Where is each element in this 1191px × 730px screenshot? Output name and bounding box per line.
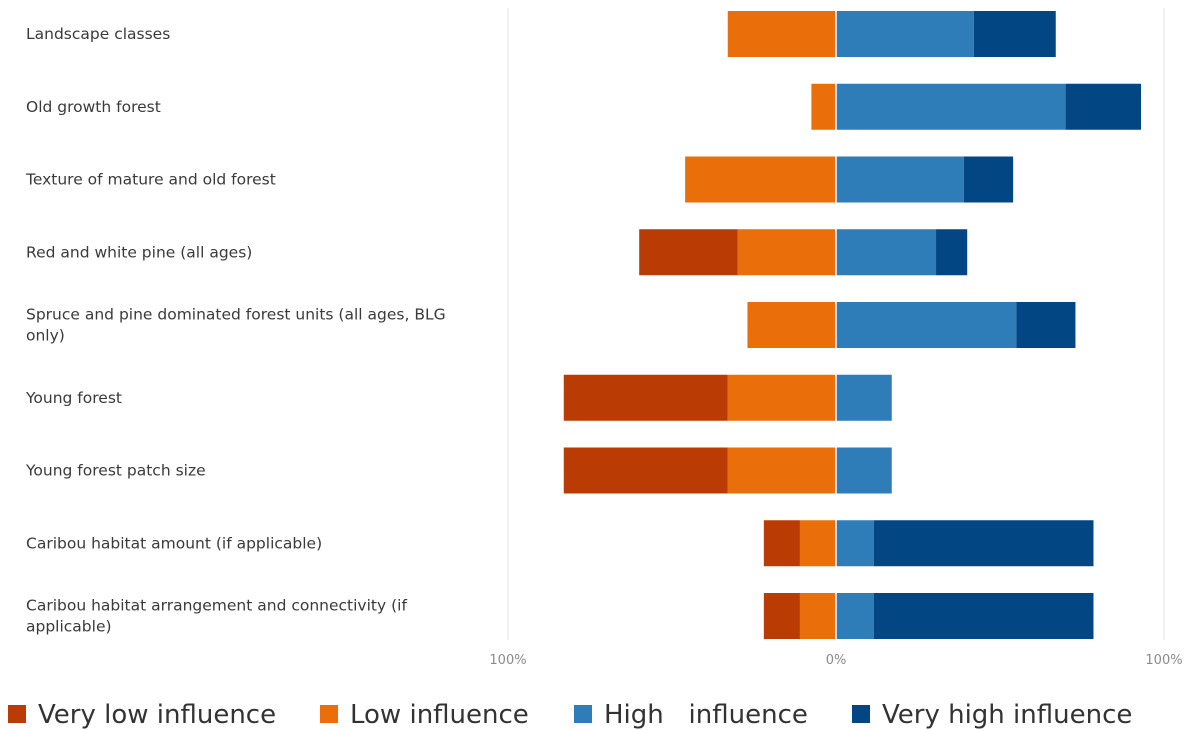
bar-high-influence	[836, 229, 937, 276]
bar-low-influence	[727, 11, 836, 57]
bar-high-influence	[836, 447, 892, 494]
bar-low-influence	[799, 593, 836, 639]
category-label: Caribou habitat amount (if applicable)	[26, 534, 322, 552]
legend-label: Very high influence	[882, 700, 1132, 730]
category-label: Landscape classes	[26, 25, 170, 43]
category-label: Texture of mature and old forest	[25, 171, 276, 189]
legend-label: Low influence	[350, 700, 529, 730]
category-label: Young forest	[25, 389, 122, 407]
category-label: Spruce and pine dominated forest units (…	[26, 306, 446, 345]
bar-very-low-influence	[563, 374, 728, 421]
bar-very-low-influence	[763, 520, 800, 567]
legend-swatch	[852, 705, 870, 723]
bar-low-influence	[799, 520, 836, 567]
bars	[563, 8, 1142, 640]
bar-very-high-influence	[873, 593, 1094, 639]
legend-label: Very low influence	[38, 700, 276, 730]
category-label: Red and white pine (all ages)	[26, 243, 252, 261]
legend-swatch	[8, 705, 26, 723]
bar-very-low-influence	[639, 229, 738, 276]
category-label: Old growth forest	[26, 98, 161, 116]
bar-high-influence	[836, 11, 974, 57]
bar-very-low-influence	[563, 447, 728, 494]
bar-high-influence	[836, 156, 964, 203]
bar-very-low-influence	[763, 593, 800, 639]
x-axis-ticks: 100% 0% 100%	[489, 653, 1182, 668]
bar-low-influence	[685, 156, 836, 203]
bar-high-influence	[836, 593, 874, 639]
bar-high-influence	[836, 83, 1066, 130]
bar-very-high-influence	[973, 11, 1056, 57]
legend-swatch	[320, 705, 338, 723]
category-labels: Landscape classes Old growth forest Textur…	[25, 25, 446, 636]
bar-very-high-influence	[1016, 302, 1076, 348]
bar-very-high-influence	[873, 520, 1094, 567]
bar-low-influence	[737, 229, 836, 276]
bar-low-influence	[727, 374, 836, 421]
bar-high-influence	[836, 520, 874, 567]
legend-swatch	[574, 705, 592, 723]
bar-low-influence	[727, 447, 836, 494]
bar-low-influence	[747, 302, 836, 348]
bar-very-high-influence	[1065, 83, 1142, 130]
legend: Very low influence Low influence High infl…	[8, 700, 1132, 730]
tick-label: 100%	[1145, 653, 1182, 668]
bar-low-influence	[811, 83, 836, 130]
bar-high-influence	[836, 302, 1017, 348]
category-label: Caribou habitat arrangement and connecti…	[26, 597, 407, 636]
tick-label: 0%	[826, 653, 847, 668]
bar-very-high-influence	[963, 156, 1014, 203]
tick-label: 100%	[489, 653, 526, 668]
bar-high-influence	[836, 374, 892, 421]
bar-very-high-influence	[936, 229, 968, 276]
legend-label: High influence	[604, 700, 808, 730]
category-label: Young forest patch size	[25, 462, 206, 480]
